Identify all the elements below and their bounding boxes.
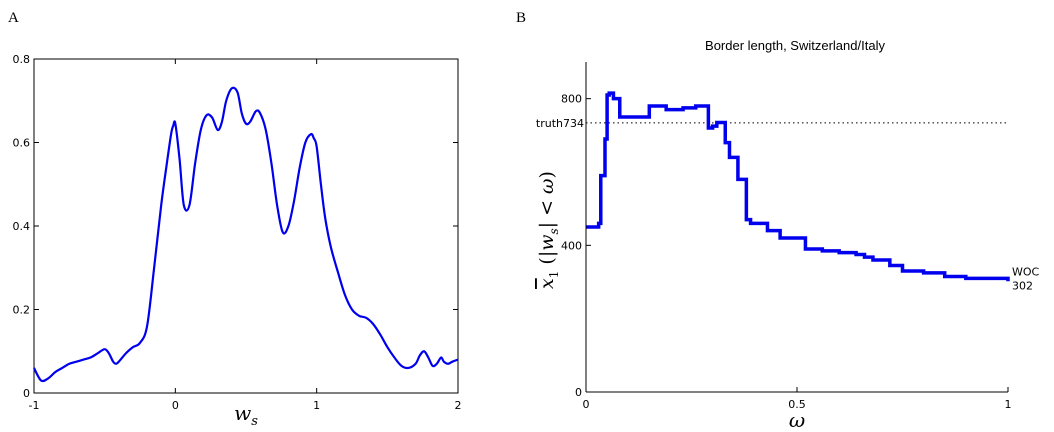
panel-letter-a: A <box>8 10 19 26</box>
chart-a-series-line <box>33 86 459 383</box>
chart-a-xtick-label: -1 <box>29 399 40 412</box>
chart-b-end-annotation: WOC <box>1012 265 1040 278</box>
chart-a-ytick-label: 0.4 <box>13 220 31 233</box>
chart-b-ticks: 0 0.5 1 0 400 800 <box>561 93 1012 411</box>
chart-b-reference-label: truth734 <box>536 117 584 130</box>
chart-a-frame <box>33 58 459 394</box>
chart-a: -1 0 1 200.20.40.60.8 ws <box>13 53 462 429</box>
chart-a-ytick-label: 0.6 <box>13 137 31 150</box>
chart-b-xtick-label: 0.5 <box>788 398 806 411</box>
chart-b-ytick-label: 400 <box>561 239 582 252</box>
panel-letter-b: B <box>516 10 526 26</box>
chart-a-ytick-label: 0.2 <box>13 304 31 317</box>
chart-b-title: Border length, Switzerland/Italy <box>705 38 885 53</box>
chart-b-ylabel: x1 (|ws| < ω) <box>536 171 561 289</box>
chart-b-xtick-label: 1 <box>1005 398 1012 411</box>
chart-a-xtick-label: 2 <box>455 399 462 412</box>
chart-b-ytick-label: 0 <box>575 386 582 399</box>
chart-a-xtick-label: 1 <box>313 399 320 412</box>
chart-b-series-line <box>586 91 1010 282</box>
chart-b-ytick-label: 800 <box>561 93 582 106</box>
chart-a-ytick-label: 0.8 <box>13 53 31 66</box>
chart-b-end-value: 302 <box>1012 279 1033 292</box>
chart-a-ytick-label: 0 <box>23 387 30 400</box>
chart-b-xtick-label: 0 <box>583 398 590 411</box>
chart-b-xlabel: ω <box>789 408 805 432</box>
chart-a-xlabel: ws <box>234 401 258 429</box>
svg-text:x1 (|ws| < ω): x1 (|ws| < ω) <box>536 171 561 289</box>
chart-a-xtick-label: 0 <box>172 399 179 412</box>
chart-a-ticks: -1 0 1 200.20.40.60.8 <box>13 53 462 412</box>
chart-b: Border length, Switzerland/Italy 0 0.5 1 0 4… <box>536 38 1040 432</box>
